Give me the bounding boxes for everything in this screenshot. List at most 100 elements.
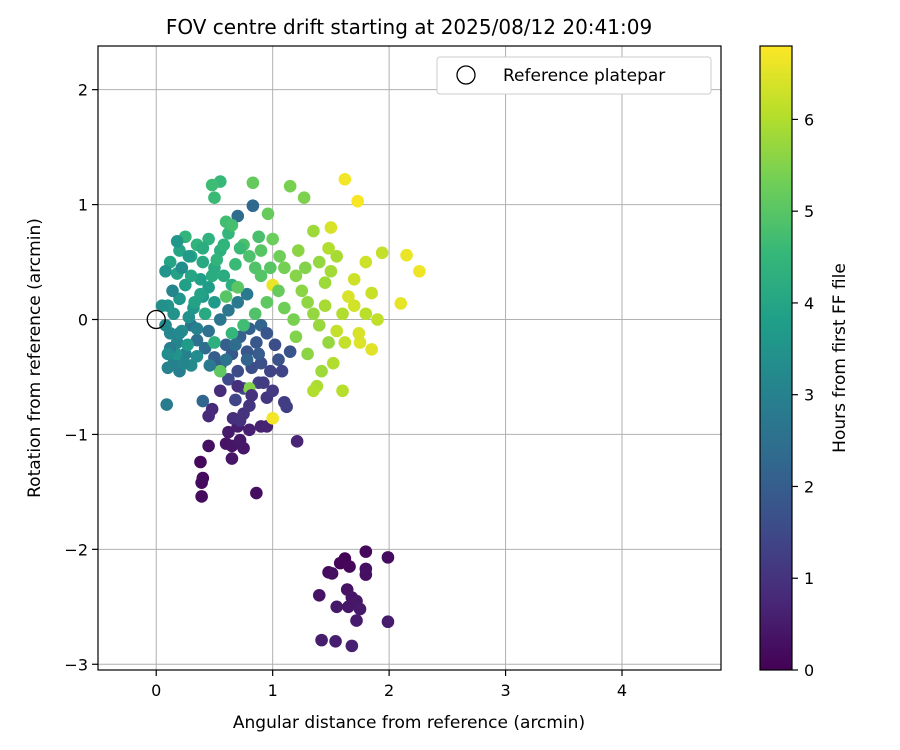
y-tick-label: −3 <box>64 655 88 674</box>
data-point <box>231 295 245 309</box>
data-point <box>351 194 364 208</box>
reference-platepar-marker <box>146 309 166 330</box>
data-point <box>246 176 260 190</box>
data-point <box>160 398 174 411</box>
data-point <box>371 313 384 326</box>
data-point <box>322 336 335 349</box>
data-point <box>254 269 268 283</box>
data-point <box>329 634 342 648</box>
data-point <box>173 326 186 340</box>
data-point <box>324 264 338 278</box>
grid-lines <box>98 46 721 670</box>
data-point <box>307 224 320 238</box>
data-point <box>338 173 352 186</box>
data-point <box>330 324 344 338</box>
data-point <box>261 207 275 221</box>
data-point <box>250 486 263 500</box>
data-point <box>275 364 289 378</box>
data-point <box>196 241 210 255</box>
data-point <box>278 301 291 315</box>
data-point <box>278 261 291 275</box>
y-tick-label: 0 <box>78 311 88 330</box>
colorbar-tick-label: 5 <box>804 202 814 221</box>
data-point <box>179 278 192 292</box>
data-point <box>254 244 268 257</box>
data-point <box>203 359 217 372</box>
data-point <box>347 272 361 286</box>
data-point <box>161 347 175 361</box>
data-point <box>345 639 359 653</box>
data-point <box>252 347 265 361</box>
data-point <box>381 551 395 564</box>
data-point <box>318 276 332 290</box>
data-point <box>266 384 279 398</box>
data-point <box>240 353 254 367</box>
data-point <box>342 290 355 303</box>
data-point <box>229 393 242 407</box>
data-point <box>301 347 314 361</box>
data-point <box>222 304 235 317</box>
colorbar-gradient <box>759 45 793 671</box>
data-point <box>181 338 194 352</box>
data-point <box>243 249 256 263</box>
data-point <box>266 232 279 246</box>
data-point <box>213 313 227 326</box>
data-point <box>295 284 309 298</box>
data-point <box>359 568 373 581</box>
colorbar-label: Hours from first FF file <box>830 263 850 453</box>
data-point <box>264 364 277 378</box>
data-point <box>289 330 303 344</box>
data-point <box>237 318 250 332</box>
plot-frame <box>97 45 722 671</box>
data-point <box>205 178 219 192</box>
data-point <box>342 600 355 614</box>
data-point <box>266 412 279 425</box>
data-point <box>324 221 338 234</box>
data-point <box>208 295 221 309</box>
data-point <box>353 602 367 616</box>
data-point <box>289 269 303 283</box>
data-point <box>400 248 413 262</box>
colorbar-tick-label: 6 <box>804 110 814 129</box>
legend-entry-reference-platepar: Reference platepar <box>503 66 665 86</box>
data-point <box>190 349 204 363</box>
data-point <box>307 384 320 398</box>
y-axis-label: Rotation from reference (arcmin) <box>25 218 45 498</box>
data-point <box>268 338 282 352</box>
y-tick-label: 1 <box>78 196 88 215</box>
data-point <box>231 281 245 294</box>
data-point <box>326 356 340 370</box>
data-point <box>365 343 378 356</box>
colorbar-tick-label: 1 <box>804 569 814 588</box>
data-point <box>219 338 233 352</box>
data-point <box>250 336 263 349</box>
data-point <box>359 307 373 321</box>
data-point <box>264 261 277 275</box>
data-point <box>312 255 326 269</box>
data-point <box>307 307 320 321</box>
data-point <box>225 218 239 232</box>
data-point <box>257 376 270 390</box>
data-point <box>222 372 235 386</box>
data-point <box>231 379 245 393</box>
data-point <box>159 318 172 332</box>
x-tick-label: 0 <box>151 681 161 700</box>
data-point <box>315 364 328 378</box>
data-point <box>233 433 247 447</box>
data-point <box>208 336 221 349</box>
data-point <box>196 394 210 408</box>
data-point <box>217 269 231 283</box>
x-tick-label: 4 <box>617 681 627 700</box>
data-point <box>208 191 221 204</box>
x-axis-label: Angular distance from reference (arcmin) <box>233 713 585 733</box>
data-point <box>315 633 328 647</box>
data-point <box>318 299 332 313</box>
y-tick-label: 2 <box>78 81 88 100</box>
data-point <box>219 353 233 367</box>
colorbar-tick-label: 3 <box>804 386 814 405</box>
data-point <box>231 364 245 378</box>
data-point <box>297 191 311 204</box>
data-point <box>273 249 286 263</box>
data-point <box>272 284 285 298</box>
y-tick-label: −1 <box>64 425 88 444</box>
